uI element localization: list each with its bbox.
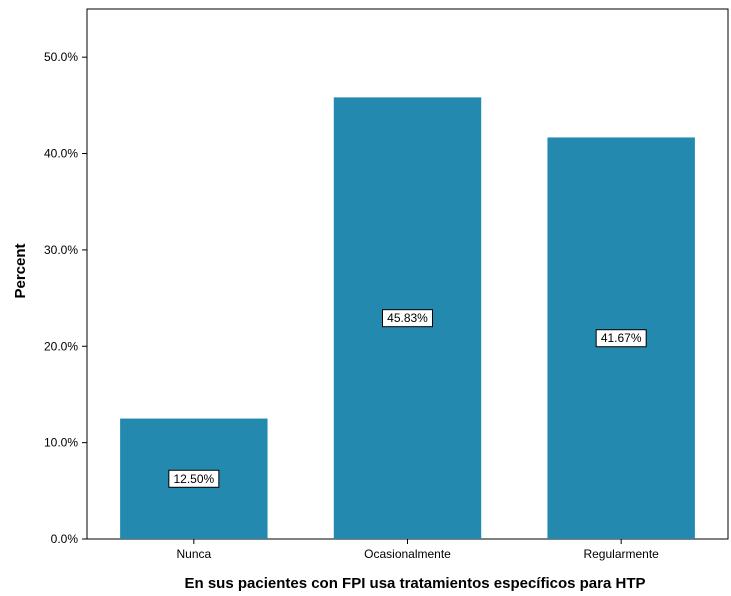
x-tick-label: Nunca (176, 547, 211, 561)
data-label: 41.67% (601, 331, 642, 345)
y-tick-label: 20.0% (44, 339, 78, 353)
y-tick-label: 10.0% (44, 436, 78, 450)
x-axis-title: En sus pacientes con FPI usa tratamiento… (185, 575, 646, 592)
y-tick-label: 40.0% (44, 147, 78, 161)
bars: 12.50% 45.83% 41.67% (120, 97, 695, 540)
data-label-box (595, 329, 647, 348)
x-tick-label: Regularmente (583, 547, 659, 561)
y-tick-label: 30.0% (44, 243, 78, 257)
y-tick-label: 0.0% (51, 532, 79, 546)
y-axis-title: Percent (12, 243, 29, 298)
data-label-box (168, 469, 220, 488)
y-axis: 0.0% 10.0% 20.0% 30.0% 40.0% 50.0% (44, 50, 87, 546)
x-axis: Nunca Ocasionalmente Regularmente (176, 539, 659, 561)
data-label: 12.50% (173, 472, 214, 486)
x-tick-label: Ocasionalmente (364, 547, 451, 561)
data-label-box (382, 309, 433, 328)
y-tick-label: 50.0% (44, 50, 78, 64)
data-label: 45.83% (387, 311, 428, 325)
